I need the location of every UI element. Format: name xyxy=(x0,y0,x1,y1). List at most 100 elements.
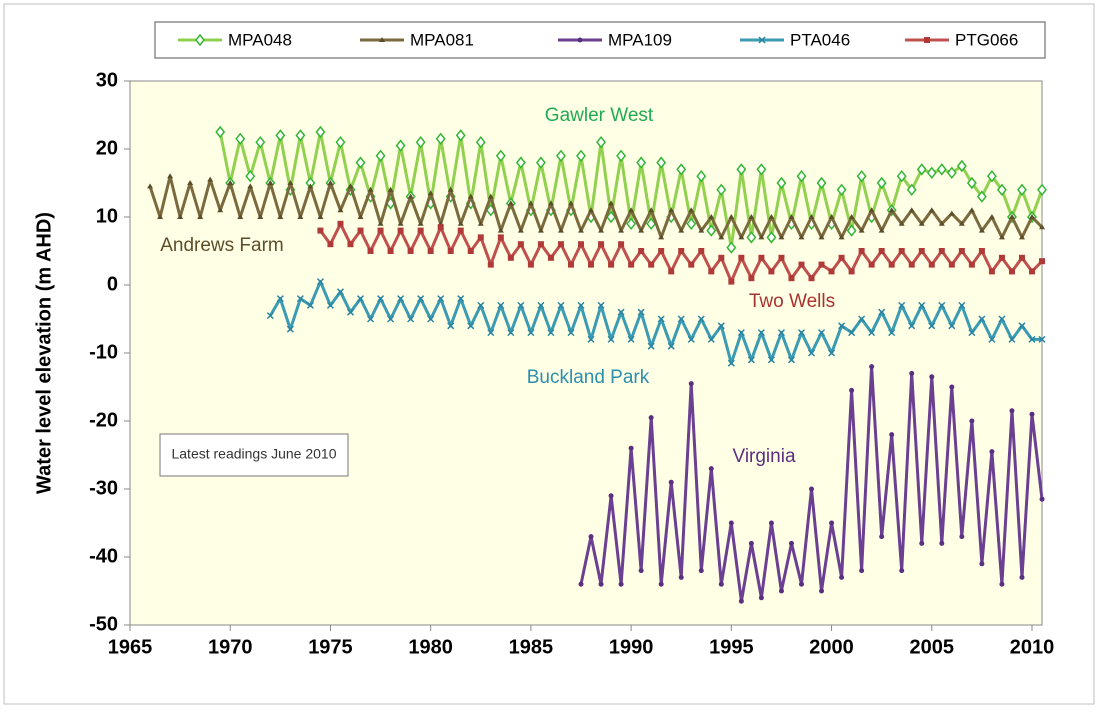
marker xyxy=(698,248,705,254)
marker xyxy=(377,227,384,234)
marker xyxy=(816,176,827,190)
marker xyxy=(747,356,755,364)
marker xyxy=(819,588,825,594)
marker xyxy=(407,248,414,254)
marker xyxy=(958,248,965,254)
marker xyxy=(1017,183,1027,197)
marker xyxy=(678,574,684,580)
marker xyxy=(668,268,675,275)
marker xyxy=(686,217,697,231)
y-tick-label: -30 xyxy=(89,477,118,499)
marker xyxy=(737,329,745,337)
marker xyxy=(918,301,926,309)
marker xyxy=(888,261,895,268)
marker xyxy=(587,335,595,343)
marker xyxy=(748,214,755,219)
marker xyxy=(818,234,825,240)
marker xyxy=(295,129,306,142)
marker xyxy=(688,381,694,387)
marker xyxy=(758,254,765,261)
marker xyxy=(677,315,685,323)
marker xyxy=(367,315,375,323)
marker xyxy=(998,315,1006,323)
marker xyxy=(598,241,605,248)
marker xyxy=(848,268,855,275)
marker xyxy=(859,568,865,574)
marker xyxy=(838,254,845,261)
marker xyxy=(996,183,1007,197)
marker xyxy=(928,261,935,268)
marker xyxy=(778,588,784,594)
marker xyxy=(968,207,975,213)
marker xyxy=(898,248,905,254)
marker xyxy=(938,301,946,309)
marker xyxy=(928,207,935,213)
marker xyxy=(315,125,326,139)
marker xyxy=(1019,574,1025,580)
marker xyxy=(336,288,344,296)
marker xyxy=(1008,335,1016,343)
marker xyxy=(979,561,985,567)
marker xyxy=(738,254,745,261)
x-tick-label: 1975 xyxy=(308,636,353,658)
marker xyxy=(978,315,986,323)
marker xyxy=(647,342,655,350)
marker xyxy=(415,135,426,149)
marker xyxy=(437,295,445,303)
marker xyxy=(427,190,434,196)
marker xyxy=(177,214,184,219)
marker xyxy=(748,275,755,282)
marker xyxy=(618,227,625,233)
marker xyxy=(758,234,765,240)
marker xyxy=(387,186,394,192)
marker xyxy=(949,384,955,390)
x-tick-label: 2010 xyxy=(1010,636,1055,658)
plot-area xyxy=(129,80,1043,626)
marker xyxy=(697,315,705,323)
marker xyxy=(588,207,595,213)
marker xyxy=(557,241,564,248)
marker xyxy=(726,241,737,254)
marker xyxy=(798,234,805,240)
marker xyxy=(608,493,614,499)
marker xyxy=(578,581,584,587)
marker xyxy=(367,186,374,192)
marker xyxy=(667,342,675,350)
marker xyxy=(767,356,775,364)
marker xyxy=(326,301,334,309)
marker xyxy=(608,261,615,268)
series xyxy=(147,173,1046,240)
marker xyxy=(787,356,795,364)
marker xyxy=(355,156,366,169)
marker xyxy=(517,241,524,248)
marker xyxy=(869,364,875,370)
legend-label: MPA109 xyxy=(608,30,672,49)
marker xyxy=(227,180,234,185)
marker xyxy=(928,322,936,330)
marker xyxy=(698,227,705,233)
marker xyxy=(658,234,665,240)
marker xyxy=(437,224,444,231)
marker xyxy=(487,193,494,199)
marker xyxy=(447,322,455,330)
marker xyxy=(337,207,344,213)
y-axis-label: Water level elevation (m AHD) xyxy=(33,212,55,494)
marker xyxy=(497,227,504,233)
legend-label: MPA081 xyxy=(410,30,474,49)
marker xyxy=(968,329,976,337)
marker xyxy=(597,301,605,309)
marker xyxy=(836,183,847,197)
marker xyxy=(237,214,244,219)
marker xyxy=(618,241,625,248)
marker xyxy=(215,125,226,139)
marker xyxy=(736,163,747,176)
marker xyxy=(357,214,364,219)
marker xyxy=(567,261,574,268)
marker xyxy=(788,540,794,546)
marker xyxy=(899,568,905,574)
marker xyxy=(757,329,765,337)
marker xyxy=(245,169,256,183)
marker xyxy=(576,149,586,163)
marker xyxy=(397,227,404,234)
marker xyxy=(986,169,997,183)
